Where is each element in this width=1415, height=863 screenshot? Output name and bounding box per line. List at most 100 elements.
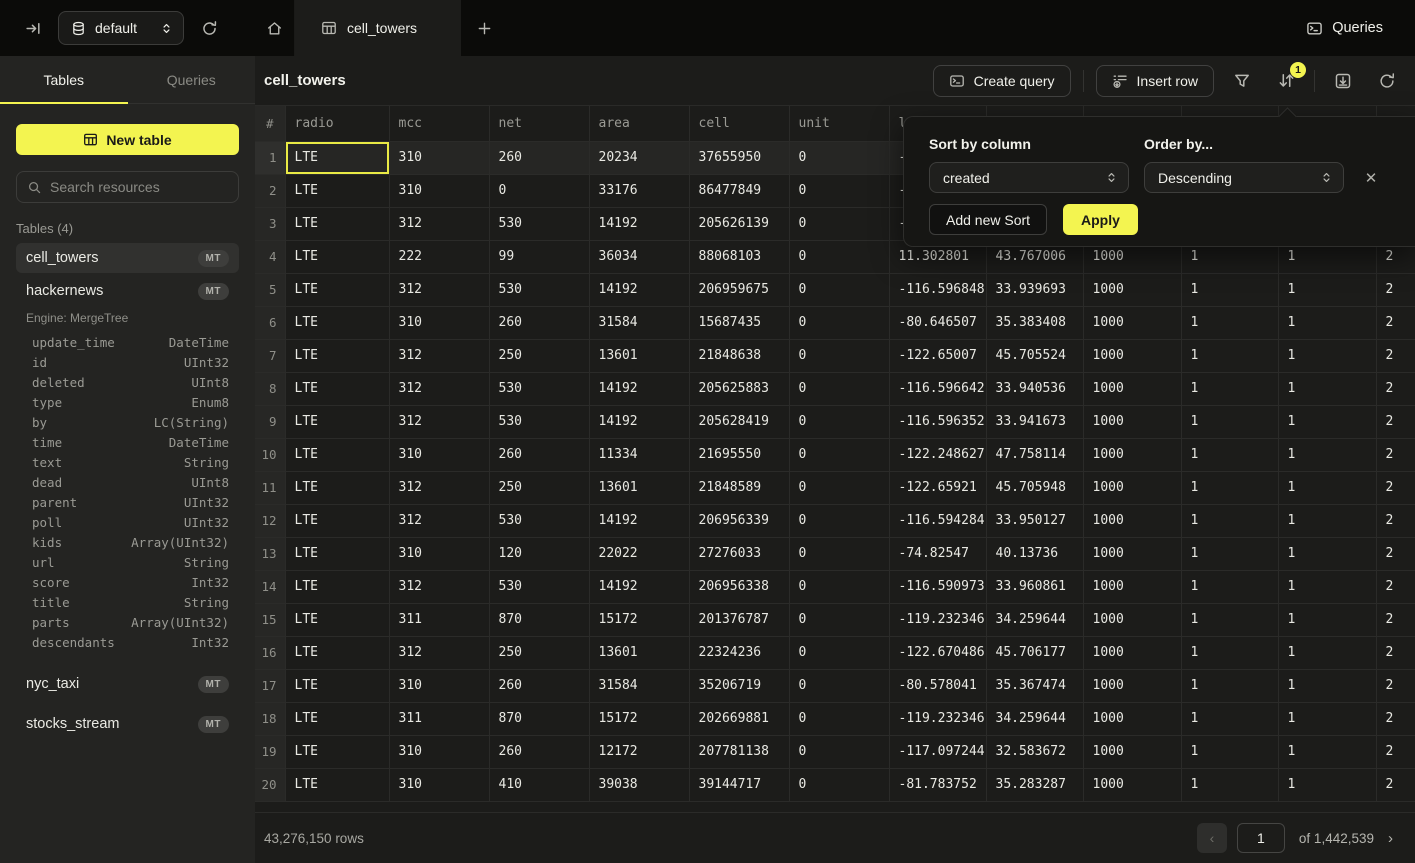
- cell[interactable]: -116.596848: [889, 273, 987, 307]
- cell[interactable]: 311: [389, 702, 490, 736]
- row-number[interactable]: 14: [255, 570, 286, 604]
- cell[interactable]: 14192: [589, 372, 690, 406]
- cell[interactable]: 1000: [1083, 570, 1182, 604]
- cell[interactable]: 0: [789, 240, 890, 274]
- cell[interactable]: 0: [789, 603, 890, 637]
- row-number[interactable]: 12: [255, 504, 286, 538]
- cell[interactable]: 20234: [589, 141, 690, 175]
- cell[interactable]: -81.783752: [889, 768, 987, 802]
- cell[interactable]: 33.950127: [986, 504, 1084, 538]
- cell[interactable]: 0: [789, 669, 890, 703]
- cell[interactable]: -122.65921: [889, 471, 987, 505]
- collapse-sidebar-button[interactable]: [22, 17, 44, 39]
- insert-row-button[interactable]: Insert row: [1095, 64, 1214, 97]
- cell[interactable]: 33.960861: [986, 570, 1084, 604]
- cell[interactable]: 310: [389, 174, 490, 208]
- cell[interactable]: 0: [789, 174, 890, 208]
- cell[interactable]: -116.590973: [889, 570, 987, 604]
- cell[interactable]: 39038: [589, 768, 690, 802]
- cell[interactable]: 1: [1181, 405, 1279, 439]
- row-number[interactable]: 11: [255, 471, 286, 505]
- cell[interactable]: 1: [1181, 636, 1279, 670]
- row-number[interactable]: 8: [255, 372, 286, 406]
- cell[interactable]: 250: [489, 471, 590, 505]
- row-number[interactable]: 9: [255, 405, 286, 439]
- cell[interactable]: 1: [1278, 273, 1377, 307]
- cell[interactable]: 312: [389, 636, 490, 670]
- cell[interactable]: LTE: [285, 207, 390, 241]
- cell[interactable]: 311: [389, 603, 490, 637]
- cell[interactable]: 205626139: [689, 207, 790, 241]
- cell[interactable]: 1: [1181, 603, 1279, 637]
- cell[interactable]: 530: [489, 504, 590, 538]
- new-tab-button[interactable]: [461, 0, 507, 56]
- cell[interactable]: 13601: [589, 471, 690, 505]
- cell[interactable]: 2: [1376, 273, 1415, 307]
- cell[interactable]: 312: [389, 339, 490, 373]
- cell[interactable]: -117.097244: [889, 735, 987, 769]
- cell[interactable]: 1000: [1083, 768, 1182, 802]
- cell[interactable]: 15687435: [689, 306, 790, 340]
- sort-order-select[interactable]: Descending: [1144, 162, 1344, 193]
- cell[interactable]: 13601: [589, 636, 690, 670]
- cell[interactable]: 0: [789, 141, 890, 175]
- sidebar-tab-tables[interactable]: Tables: [0, 56, 128, 104]
- row-number[interactable]: 19: [255, 735, 286, 769]
- cell[interactable]: 120: [489, 537, 590, 571]
- row-number[interactable]: 18: [255, 702, 286, 736]
- cell[interactable]: 35.383408: [986, 306, 1084, 340]
- cell[interactable]: 207781138: [689, 735, 790, 769]
- cell[interactable]: 1: [1181, 273, 1279, 307]
- cell[interactable]: 1: [1181, 768, 1279, 802]
- sort-column-select[interactable]: created: [929, 162, 1129, 193]
- cell[interactable]: 1: [1278, 603, 1377, 637]
- cell[interactable]: 1000: [1083, 372, 1182, 406]
- column-header-rownum[interactable]: #: [255, 106, 286, 142]
- cell[interactable]: 1000: [1083, 405, 1182, 439]
- cell[interactable]: 15172: [589, 603, 690, 637]
- column-header-area[interactable]: area: [589, 106, 690, 142]
- cell[interactable]: 2: [1376, 702, 1415, 736]
- cell[interactable]: 0: [789, 438, 890, 472]
- row-number[interactable]: 5: [255, 273, 286, 307]
- cell[interactable]: 1: [1181, 504, 1279, 538]
- cell[interactable]: 2: [1376, 537, 1415, 571]
- cell[interactable]: 310: [389, 768, 490, 802]
- cell[interactable]: 33.940536: [986, 372, 1084, 406]
- cell[interactable]: 99: [489, 240, 590, 274]
- next-page-button[interactable]: ›: [1388, 830, 1393, 847]
- sidebar-item-nyc_taxi[interactable]: nyc_taxi MT: [16, 669, 239, 699]
- cell[interactable]: 2: [1376, 669, 1415, 703]
- cell[interactable]: 1000: [1083, 735, 1182, 769]
- cell[interactable]: 310: [389, 141, 490, 175]
- cell[interactable]: 312: [389, 372, 490, 406]
- row-number[interactable]: 15: [255, 603, 286, 637]
- cell[interactable]: 1: [1181, 669, 1279, 703]
- cell[interactable]: 11334: [589, 438, 690, 472]
- cell[interactable]: 1: [1278, 504, 1377, 538]
- cell[interactable]: 250: [489, 339, 590, 373]
- cell[interactable]: 0: [789, 339, 890, 373]
- cell[interactable]: 1000: [1083, 702, 1182, 736]
- sidebar-item-stocks_stream[interactable]: stocks_stream MT: [16, 709, 239, 739]
- cell[interactable]: 312: [389, 273, 490, 307]
- cell[interactable]: 14192: [589, 273, 690, 307]
- cell[interactable]: 0: [789, 306, 890, 340]
- cell[interactable]: 0: [489, 174, 590, 208]
- cell[interactable]: 22022: [589, 537, 690, 571]
- search-input[interactable]: [50, 179, 231, 195]
- database-selector[interactable]: default: [58, 11, 185, 45]
- cell[interactable]: 310: [389, 735, 490, 769]
- cell[interactable]: LTE: [285, 405, 390, 439]
- cell[interactable]: 310: [389, 438, 490, 472]
- cell[interactable]: 1: [1181, 339, 1279, 373]
- refresh-table-button[interactable]: [1371, 65, 1403, 97]
- cell[interactable]: 260: [489, 735, 590, 769]
- cell[interactable]: 37655950: [689, 141, 790, 175]
- cell[interactable]: 1000: [1083, 537, 1182, 571]
- cell[interactable]: 0: [789, 702, 890, 736]
- cell[interactable]: -116.594284: [889, 504, 987, 538]
- column-header-radio[interactable]: radio: [285, 106, 390, 142]
- cell[interactable]: 2: [1376, 636, 1415, 670]
- cell[interactable]: 260: [489, 669, 590, 703]
